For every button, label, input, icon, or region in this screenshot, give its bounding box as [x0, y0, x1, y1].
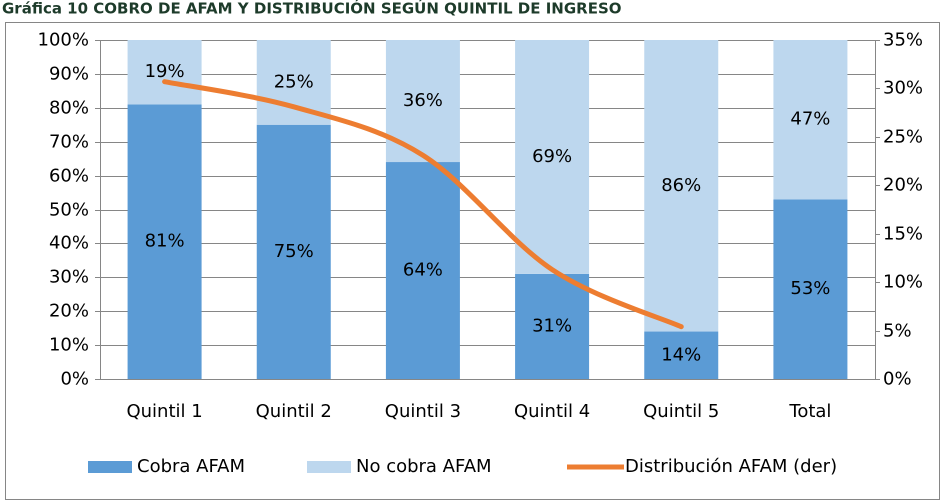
- x-tick-label: Total: [788, 401, 831, 422]
- x-tick-label: Quintil 5: [643, 401, 719, 422]
- bar-label: 81%: [145, 231, 185, 252]
- legend-swatch: [307, 461, 351, 473]
- bar: [773, 199, 848, 379]
- y2-tick-label: 25%: [883, 127, 923, 148]
- y2-tick-label: 15%: [883, 224, 923, 245]
- y2-tick-label: 20%: [883, 175, 923, 196]
- bar-label: 47%: [790, 109, 830, 130]
- bar-label: 75%: [274, 241, 314, 262]
- y2-tick-label: 0%: [883, 369, 912, 390]
- legend-label: Cobra AFAM: [137, 456, 245, 477]
- bar-label: 86%: [661, 175, 701, 196]
- bar-label: 25%: [274, 71, 314, 92]
- y2-tick-label: 30%: [883, 78, 923, 99]
- y-tick-label: 60%: [49, 166, 89, 187]
- x-tick-label: Quintil 3: [385, 401, 461, 422]
- bar: [515, 273, 590, 379]
- bar-label: 14%: [661, 344, 701, 365]
- line: [162, 79, 684, 330]
- bar-label: 69%: [532, 146, 572, 167]
- x-tick-label: Quintil 2: [256, 401, 332, 422]
- legend-label: No cobra AFAM: [356, 456, 492, 477]
- y-tick-label: 80%: [49, 98, 89, 119]
- y-tick-label: 10%: [49, 335, 89, 356]
- y-tick-label: 100%: [38, 30, 89, 51]
- bar: [256, 124, 331, 379]
- bar: [127, 40, 202, 105]
- bar-label: 19%: [145, 61, 185, 82]
- bar: [644, 40, 719, 332]
- bar: [515, 40, 590, 274]
- y-tick-label: 70%: [49, 132, 89, 153]
- bar-label: 36%: [403, 90, 443, 111]
- bar-label: 64%: [403, 260, 443, 281]
- bar-label: 53%: [790, 278, 830, 299]
- chart-border: [5, 22, 940, 500]
- y-tick-label: 20%: [49, 301, 89, 322]
- bar: [127, 104, 202, 379]
- y-tick-label: 0%: [60, 369, 89, 390]
- y-tick-label: 40%: [49, 233, 89, 254]
- bar: [644, 331, 719, 379]
- legend-swatch: [88, 461, 132, 473]
- y2-tick-label: 35%: [883, 30, 923, 51]
- chart-title: Gráfica 10 COBRO DE AFAM Y DISTRIBUCIÓN …: [2, 0, 622, 18]
- x-tick-label: Quintil 1: [126, 401, 202, 422]
- bar: [385, 162, 460, 379]
- y2-tick-label: 10%: [883, 272, 923, 293]
- bar-label: 31%: [532, 315, 572, 336]
- bar: [256, 40, 331, 125]
- y2-tick-label: 5%: [883, 321, 912, 342]
- bar: [773, 40, 848, 200]
- x-tick-label: Quintil 4: [514, 401, 590, 422]
- y-tick-label: 30%: [49, 267, 89, 288]
- y-tick-label: 90%: [49, 64, 89, 85]
- legend-label: Distribución AFAM (der): [625, 456, 837, 477]
- y-tick-label: 50%: [49, 200, 89, 221]
